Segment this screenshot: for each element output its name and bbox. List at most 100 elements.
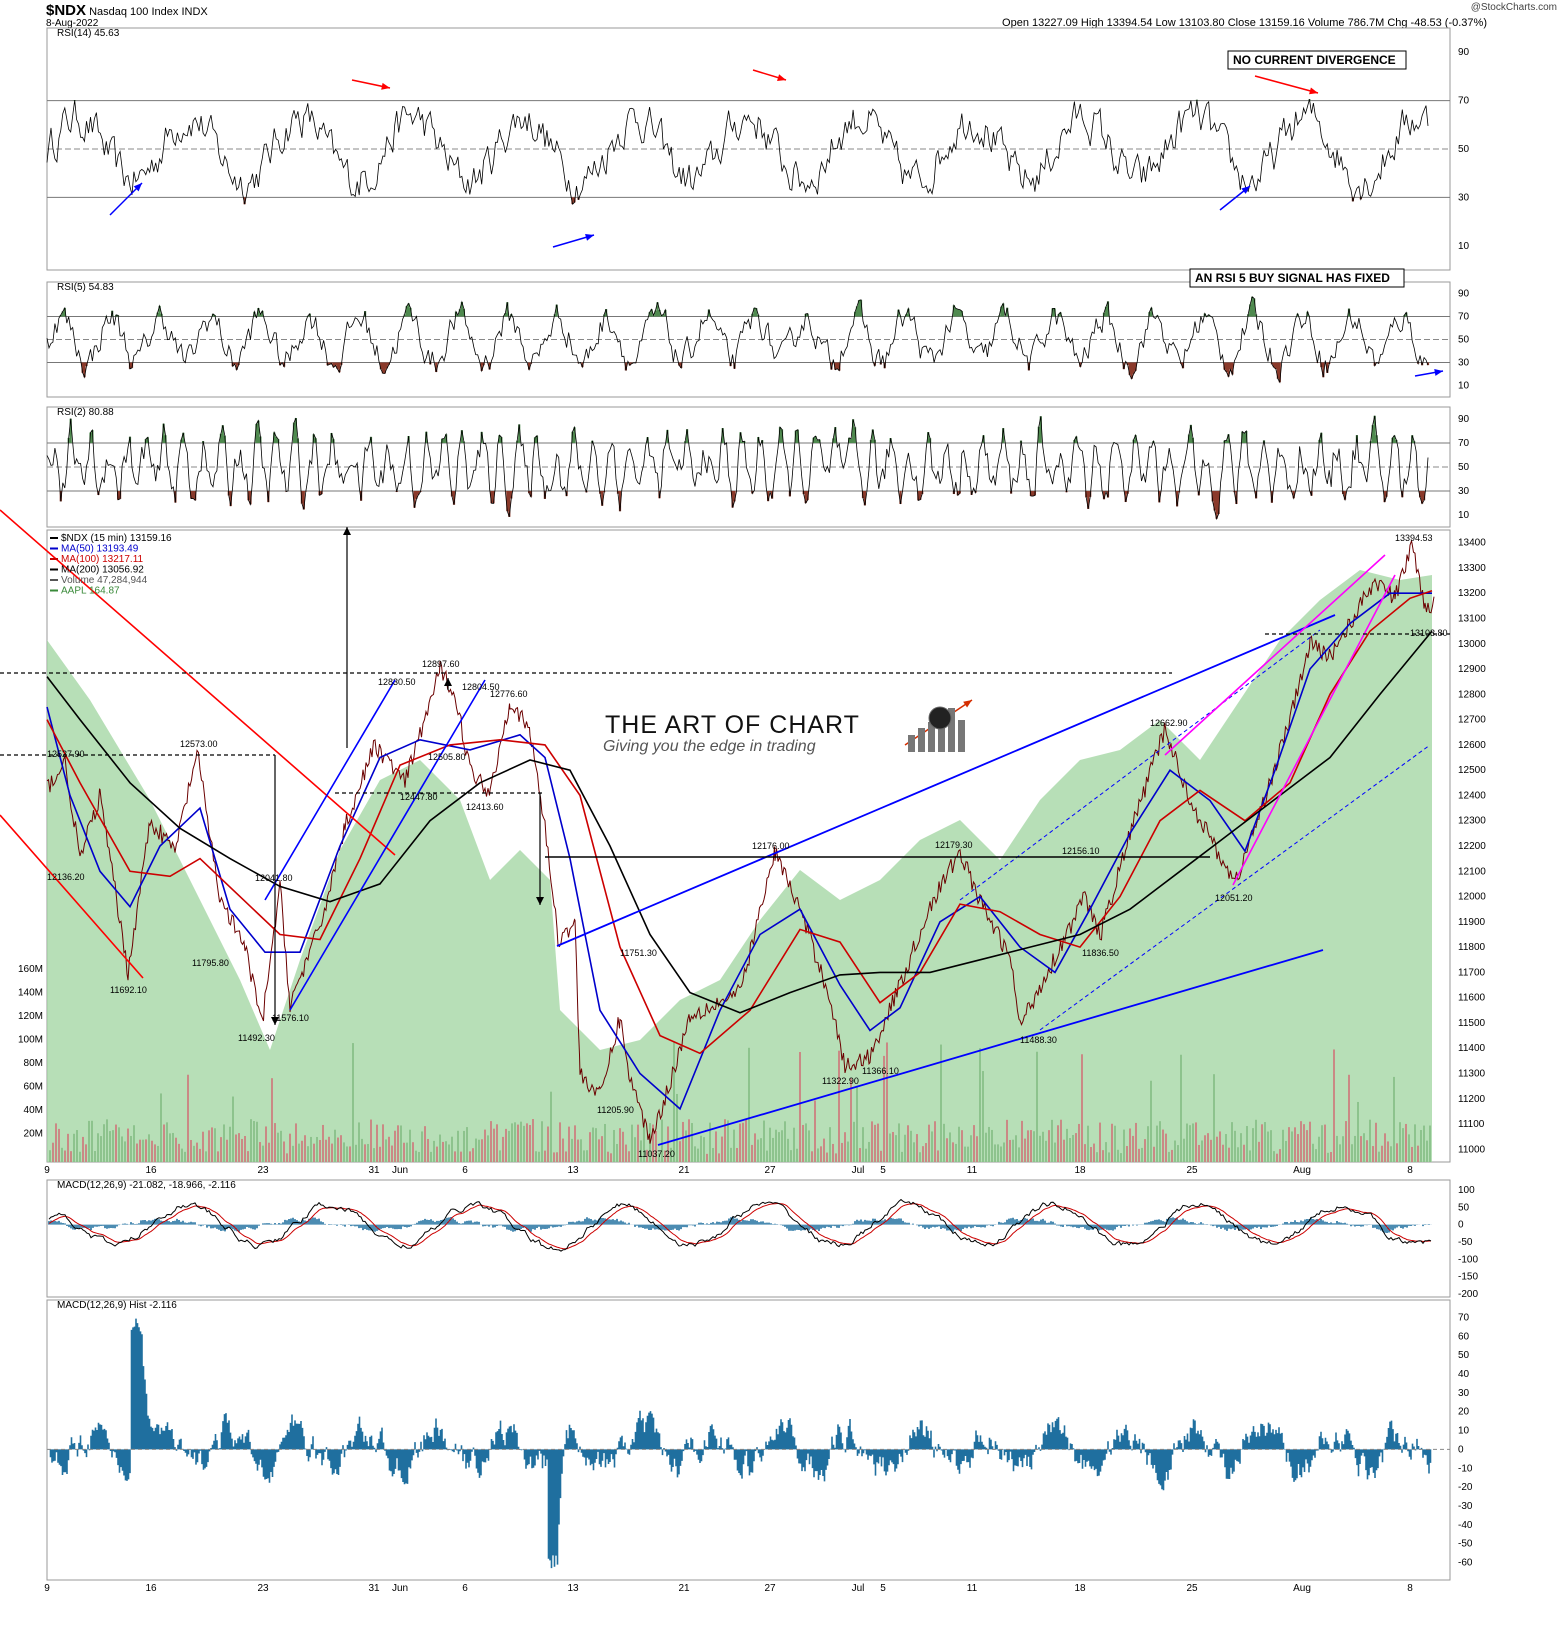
volume-bar	[751, 1144, 753, 1162]
volume-bar	[277, 1132, 279, 1162]
volume-bar	[52, 1142, 54, 1162]
volume-bar	[1180, 1054, 1182, 1162]
volume-bar	[256, 1121, 258, 1162]
volume-bar	[616, 1143, 618, 1162]
x-axis-label-bottom: 31	[368, 1583, 380, 1594]
volume-bar	[850, 1078, 852, 1162]
volume-bar	[349, 1146, 351, 1162]
volume-bar	[1270, 1130, 1272, 1162]
logo-bar	[908, 735, 915, 752]
volume-bar	[1135, 1122, 1137, 1162]
volume-bar	[637, 1124, 639, 1162]
volume-bar	[547, 1126, 549, 1162]
rsi5-line	[46, 296, 1429, 384]
volume-bar	[466, 1127, 468, 1162]
volume-tick: 60M	[24, 1082, 43, 1093]
rsi2-overbought-fill	[67, 415, 1416, 443]
volume-bar	[613, 1129, 615, 1162]
rsi5-blue-arrow-head	[1434, 369, 1443, 376]
hist-tick: -20	[1458, 1482, 1473, 1493]
volume-bar	[868, 1141, 870, 1162]
x-axis-label-price: 31	[368, 1165, 380, 1176]
volume-bar	[463, 1130, 465, 1162]
x-axis-label-bottom: 21	[678, 1583, 690, 1594]
volume-bar	[1243, 1144, 1245, 1162]
volume-bar	[679, 1141, 681, 1162]
volume-bar	[589, 1132, 591, 1162]
volume-bar	[766, 1150, 768, 1162]
volume-bar	[262, 1145, 264, 1162]
price-annotation: 11795.80	[192, 958, 229, 968]
volume-bar	[796, 1148, 798, 1162]
volume-bar	[1336, 1135, 1338, 1162]
volume-bar	[1033, 1131, 1035, 1162]
hist-tick: 70	[1458, 1312, 1470, 1323]
volume-bar	[865, 1148, 867, 1162]
logo-title: THE ART OF CHART	[605, 711, 860, 739]
price-tick: 12800	[1458, 689, 1486, 700]
volume-bar	[181, 1148, 183, 1162]
volume-bar	[205, 1151, 207, 1162]
volume-bar	[769, 1127, 771, 1162]
volume-bar	[325, 1139, 327, 1162]
x-axis-label-bottom: 11	[967, 1583, 978, 1594]
volume-bar	[901, 1151, 903, 1162]
volume-bar	[1117, 1149, 1119, 1162]
volume-bar	[1357, 1101, 1359, 1162]
volume-bar	[1204, 1135, 1206, 1162]
volume-bar	[1315, 1149, 1317, 1162]
macd-tick: 0	[1458, 1220, 1464, 1231]
volume-bar	[259, 1142, 261, 1162]
volume-bar	[1312, 1143, 1314, 1162]
volume-bar	[1375, 1122, 1377, 1162]
volume-bar	[709, 1122, 711, 1162]
volume-bar	[982, 1071, 984, 1162]
volume-bar	[397, 1125, 399, 1162]
volume-bar	[385, 1139, 387, 1162]
volume-bar	[784, 1121, 786, 1162]
volume-bar	[1402, 1128, 1404, 1162]
volume-bar	[1294, 1127, 1296, 1162]
volume-bar	[604, 1123, 606, 1162]
volume-bar	[1123, 1129, 1125, 1162]
volume-bar	[565, 1151, 567, 1162]
volume-bar	[892, 1131, 894, 1162]
volume-bar	[442, 1141, 444, 1162]
price-tick: 11600	[1458, 993, 1486, 1004]
volume-bar	[352, 1043, 354, 1162]
price-annotation: 12176.00	[752, 841, 790, 851]
volume-bar	[907, 1125, 909, 1162]
rsi5-tick: 90	[1458, 289, 1470, 300]
volume-bar	[73, 1133, 75, 1162]
volume-bar	[1039, 1135, 1041, 1162]
volume-bar	[1279, 1149, 1281, 1162]
volume-bar	[730, 1147, 732, 1162]
volume-bar	[109, 1131, 111, 1162]
volume-bar	[139, 1139, 141, 1162]
volume-bar	[988, 1126, 990, 1162]
x-axis-label-price: 6	[462, 1165, 468, 1176]
volume-bars	[49, 1042, 1431, 1162]
volume-bar	[64, 1150, 66, 1162]
volume-bar	[391, 1145, 393, 1162]
volume-bar	[682, 1121, 684, 1162]
volume-bar	[220, 1137, 222, 1162]
volume-bar	[1333, 1049, 1335, 1162]
volume-bar	[1276, 1153, 1278, 1162]
x-axis-label-bottom: Jun	[392, 1583, 408, 1594]
price-annotation: 13394.53	[1395, 533, 1433, 543]
volume-bar	[925, 1143, 927, 1162]
volume-bar	[241, 1138, 243, 1162]
volume-bar	[250, 1119, 252, 1162]
volume-bar	[1171, 1149, 1173, 1162]
volume-bar	[286, 1153, 288, 1162]
symbol-name: Nasdaq 100 Index	[89, 6, 179, 18]
hist-frame	[46, 1299, 1451, 1581]
volume-bar	[82, 1136, 84, 1162]
volume-bar	[1165, 1133, 1167, 1162]
volume-bar	[1396, 1143, 1398, 1162]
volume-bar	[271, 1078, 273, 1162]
volume-bar	[409, 1129, 411, 1162]
hist-tick: 60	[1458, 1331, 1470, 1342]
volume-bar	[1342, 1136, 1344, 1162]
